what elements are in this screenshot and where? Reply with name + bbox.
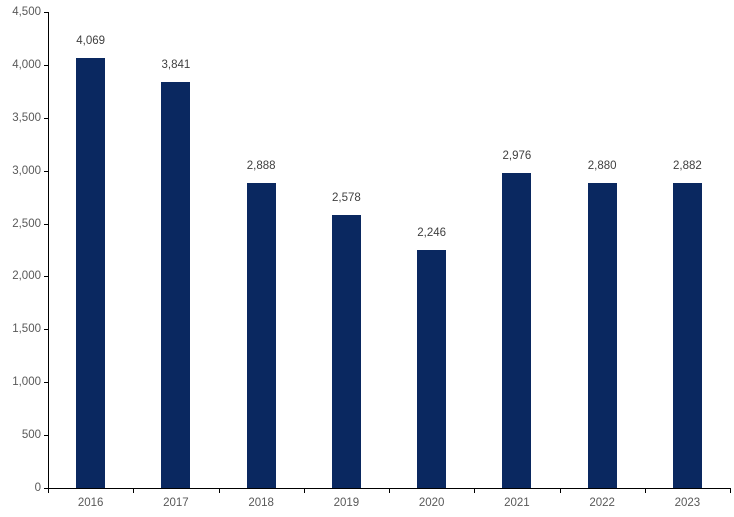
x-tick-label-2017: 2017 bbox=[163, 497, 189, 509]
y-tick-label-4000: 4,000 bbox=[12, 58, 41, 71]
x-axis-tick bbox=[730, 488, 731, 493]
y-axis-tick bbox=[44, 435, 48, 437]
x-axis-tick bbox=[474, 488, 476, 493]
x-tick-label-2022: 2022 bbox=[589, 497, 615, 509]
y-axis-tick bbox=[44, 382, 48, 384]
y-axis-tick bbox=[44, 223, 48, 225]
bar-2018 bbox=[246, 182, 276, 488]
x-tick-label-2020: 2020 bbox=[418, 497, 445, 509]
x-axis-tick bbox=[303, 488, 305, 493]
x-tick-label-2019: 2019 bbox=[333, 497, 360, 509]
bar-2021 bbox=[502, 173, 532, 488]
bar-value-label-2019: 2,578 bbox=[331, 192, 361, 205]
x-axis-tick bbox=[218, 488, 220, 493]
bar-value-label-2021: 2,976 bbox=[502, 150, 532, 163]
y-tick-label-3000: 3,000 bbox=[12, 164, 41, 177]
y-axis-line bbox=[48, 12, 49, 488]
bar-2019 bbox=[331, 215, 361, 488]
bar-value-label-2022: 2,880 bbox=[587, 160, 617, 173]
y-axis-tick bbox=[44, 488, 48, 489]
bar-value-label-2017: 3,841 bbox=[161, 58, 191, 71]
bar-2017 bbox=[161, 81, 191, 488]
y-tick-label-2000: 2,000 bbox=[12, 270, 41, 283]
x-tick-label-2018: 2018 bbox=[248, 497, 274, 509]
bar-value-label-2020: 2,246 bbox=[417, 227, 447, 240]
x-tick-label-2021: 2021 bbox=[504, 497, 530, 509]
y-tick-label-0: 0 bbox=[34, 482, 41, 494]
x-tick-label-2023: 2023 bbox=[674, 497, 701, 509]
bar-value-label-2018: 2,888 bbox=[246, 159, 276, 172]
y-axis-tick bbox=[44, 170, 48, 172]
y-axis-tick bbox=[44, 117, 48, 119]
x-axis-tick bbox=[133, 488, 135, 493]
bar-value-label-2016: 4,069 bbox=[76, 34, 106, 47]
bar-2016 bbox=[76, 57, 106, 488]
y-tick-label-1500: 1,500 bbox=[12, 323, 41, 336]
x-axis-tick bbox=[48, 488, 49, 493]
y-tick-label-2500: 2,500 bbox=[12, 217, 41, 230]
bar-2022 bbox=[587, 183, 617, 488]
y-axis-tick bbox=[44, 276, 48, 278]
x-tick-label-2016: 2016 bbox=[77, 497, 104, 509]
y-tick-label-500: 500 bbox=[21, 429, 41, 442]
y-tick-label-3500: 3,500 bbox=[12, 111, 41, 124]
y-tick-label-1000: 1,000 bbox=[12, 376, 41, 389]
x-axis-tick bbox=[389, 488, 390, 493]
x-axis-tick bbox=[644, 488, 646, 493]
bar-2023 bbox=[672, 183, 702, 488]
bar-2020 bbox=[417, 250, 447, 488]
y-axis-tick bbox=[44, 12, 48, 13]
x-axis-tick bbox=[559, 488, 561, 493]
y-axis-tick bbox=[44, 329, 48, 331]
y-axis-tick bbox=[44, 64, 48, 66]
bar-value-label-2023: 2,882 bbox=[672, 160, 702, 173]
y-tick-label-4500: 4,500 bbox=[12, 6, 41, 18]
